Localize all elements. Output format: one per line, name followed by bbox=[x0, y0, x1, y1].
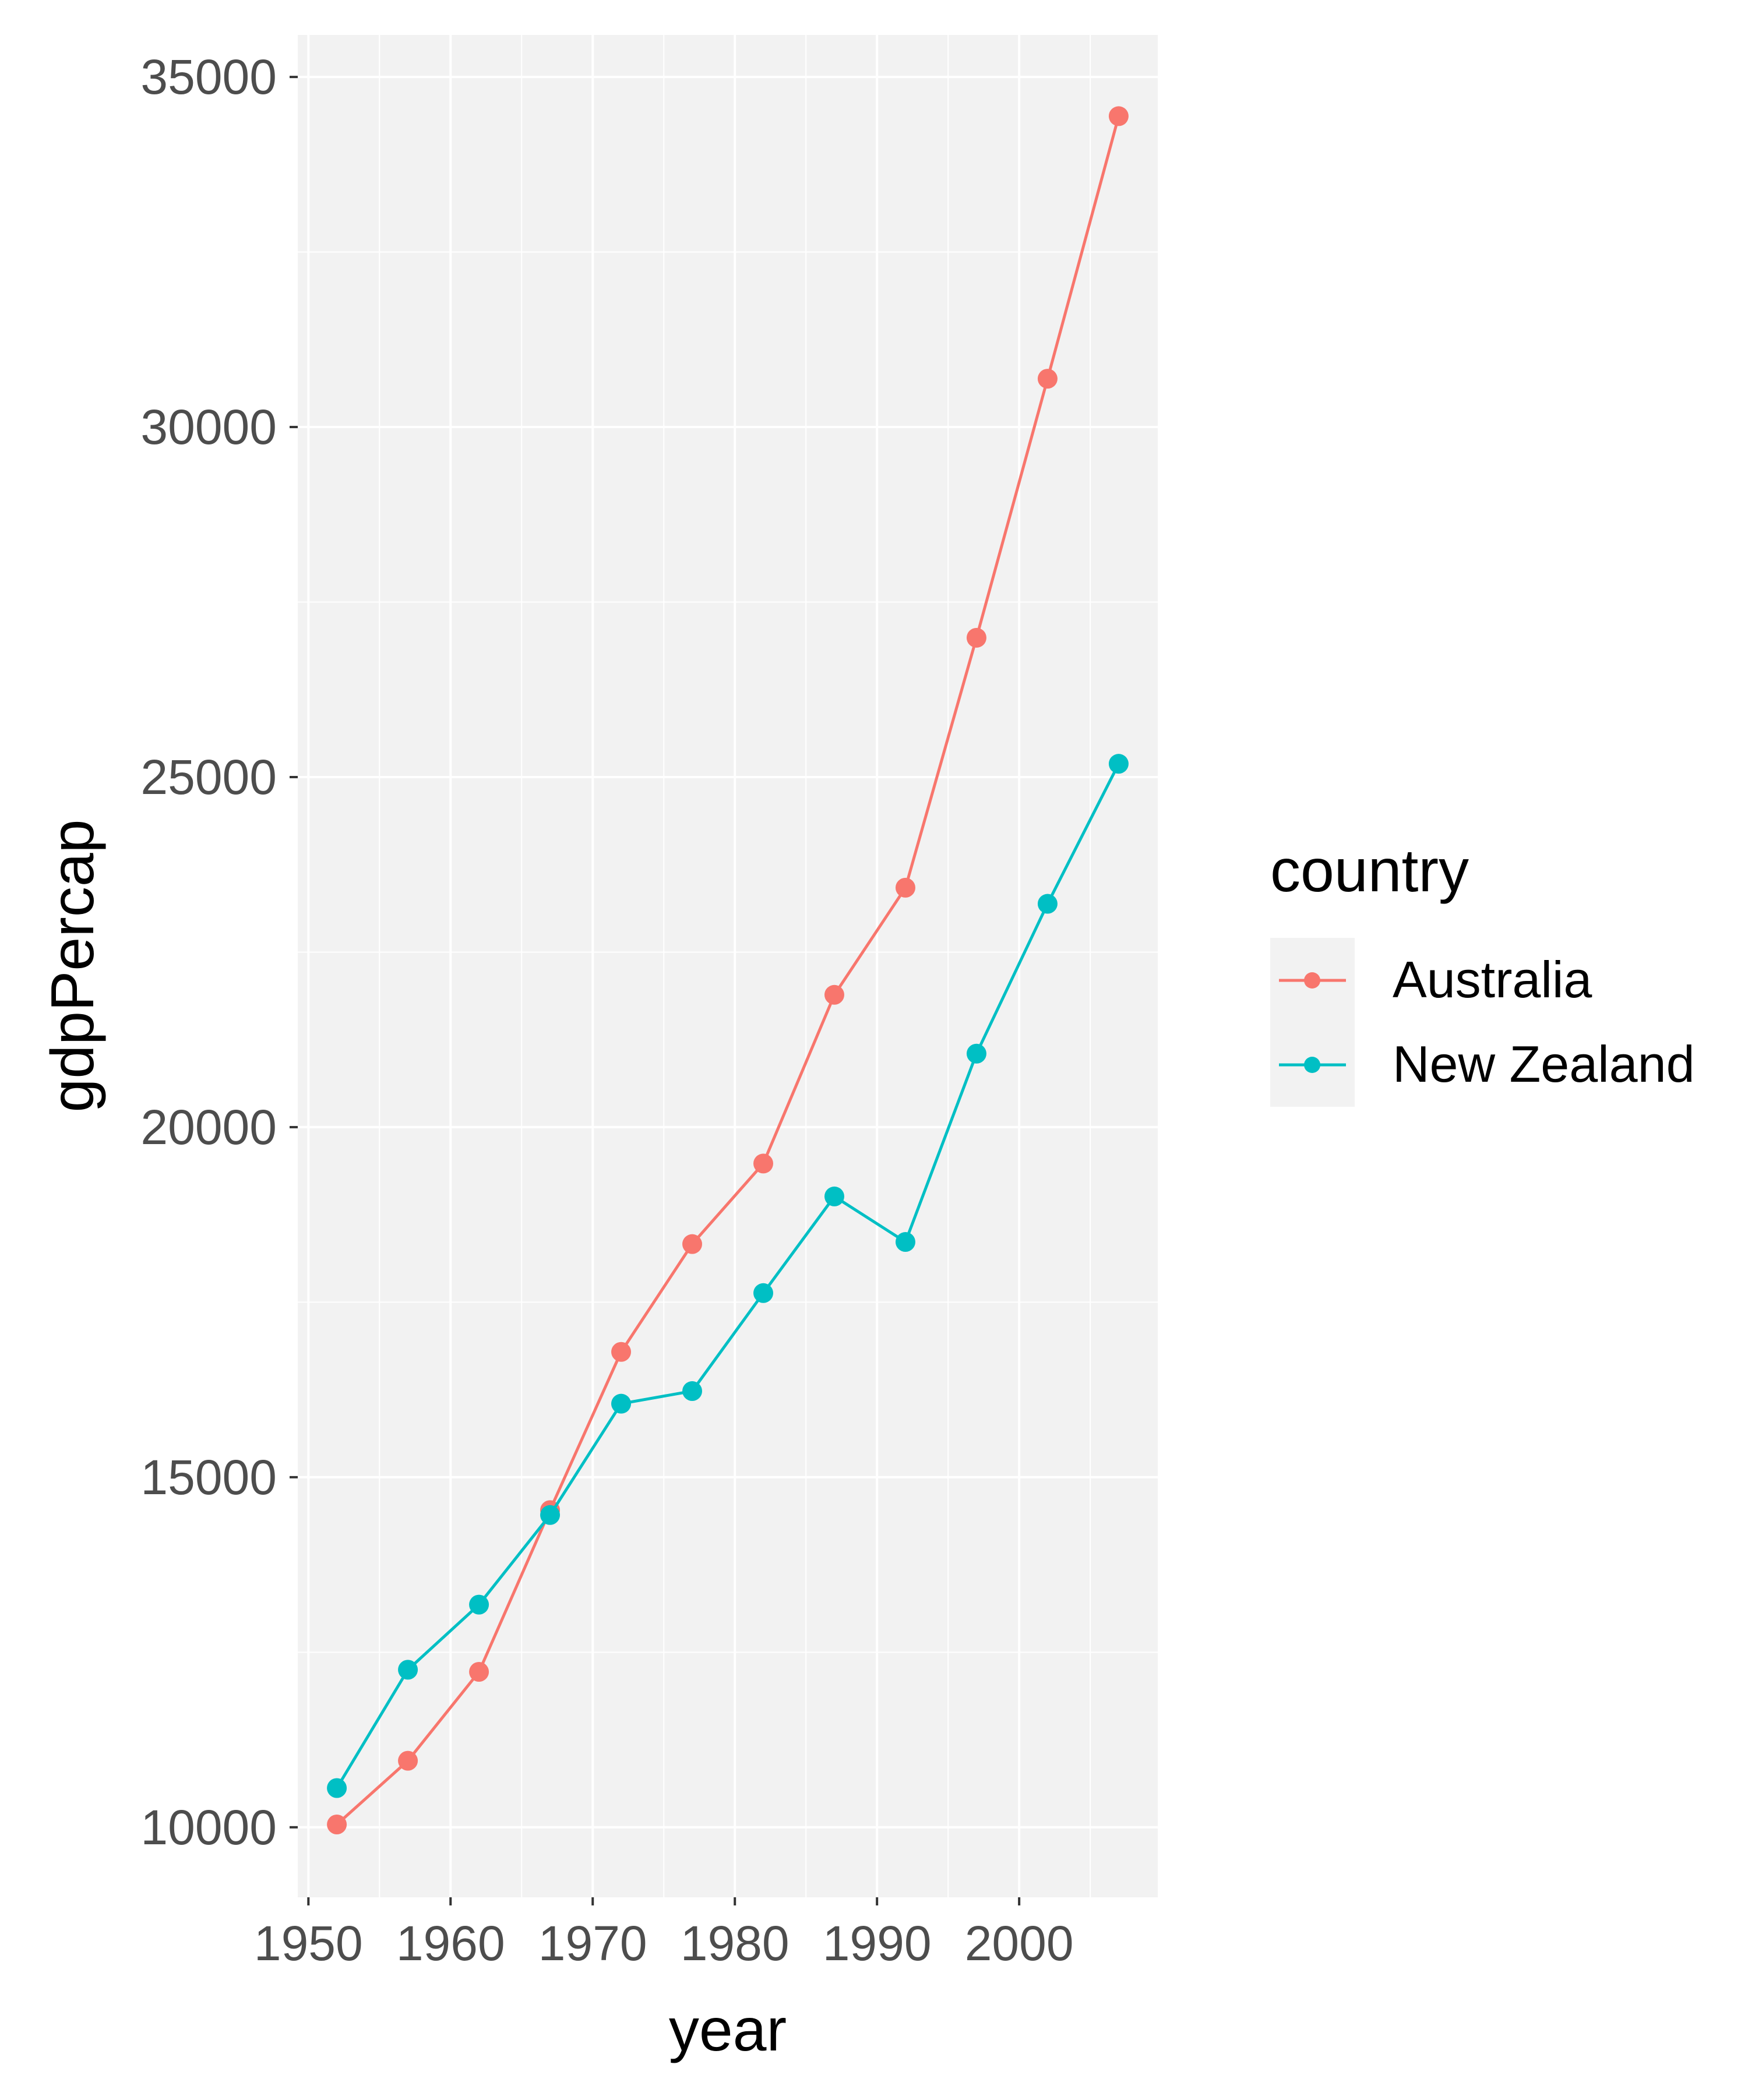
data-point-new-zealand bbox=[753, 1283, 773, 1303]
x-axis: 1950 1960 1970 1980 1990 2000 bbox=[254, 1897, 1074, 1971]
y-tick-label: 35000 bbox=[140, 50, 277, 104]
x-tick-label: 1950 bbox=[254, 1916, 363, 1971]
legend-item-new-zealand: New Zealand bbox=[1279, 1035, 1695, 1093]
data-point-new-zealand bbox=[611, 1393, 632, 1414]
data-point-australia bbox=[398, 1750, 418, 1771]
data-point-australia bbox=[753, 1153, 773, 1174]
legend-label-australia: Australia bbox=[1393, 951, 1592, 1008]
data-point-new-zealand bbox=[966, 1043, 986, 1064]
y-axis-title: gdpPercap bbox=[39, 819, 107, 1112]
y-tick-label: 20000 bbox=[140, 1100, 277, 1155]
x-tick-label: 2000 bbox=[965, 1916, 1074, 1971]
data-point-australia bbox=[682, 1234, 703, 1254]
data-point-new-zealand bbox=[469, 1594, 489, 1615]
data-point-new-zealand bbox=[327, 1778, 347, 1798]
data-point-new-zealand bbox=[824, 1186, 844, 1206]
data-point-new-zealand bbox=[398, 1660, 418, 1680]
legend-title: country bbox=[1270, 837, 1469, 905]
x-tick-label: 1970 bbox=[538, 1916, 647, 1971]
data-point-australia bbox=[824, 984, 844, 1005]
series-line-new-zealand bbox=[335, 763, 1120, 1789]
data-point-australia bbox=[966, 627, 986, 648]
series-line-australia bbox=[336, 115, 1120, 1826]
data-point-new-zealand bbox=[1037, 894, 1058, 914]
legend-key-new-zealand-point bbox=[1304, 1057, 1320, 1073]
data-point-australia bbox=[611, 1342, 632, 1362]
legend-key-australia-point bbox=[1304, 972, 1320, 989]
x-tick-label: 1980 bbox=[681, 1916, 790, 1971]
y-tick-label: 15000 bbox=[140, 1450, 277, 1505]
y-tick-label: 25000 bbox=[140, 750, 277, 804]
data-point-new-zealand bbox=[1108, 754, 1129, 774]
data-point-new-zealand bbox=[895, 1232, 915, 1252]
data-point-australia bbox=[895, 877, 915, 898]
plot-panel bbox=[298, 35, 1158, 1897]
series-layer bbox=[327, 106, 1129, 1835]
x-tick-label: 1960 bbox=[396, 1916, 505, 1971]
legend: country Australia New Zealand bbox=[1270, 837, 1695, 1107]
y-axis: 10000 15000 20000 25000 30000 35000 bbox=[140, 50, 298, 1855]
data-point-australia bbox=[1108, 106, 1129, 126]
legend-key-background bbox=[1270, 938, 1355, 1107]
data-point-new-zealand bbox=[682, 1381, 703, 1402]
x-axis-title: year bbox=[669, 1996, 787, 2064]
data-point-australia bbox=[327, 1815, 347, 1835]
y-tick-label: 30000 bbox=[140, 400, 277, 454]
legend-label-new-zealand: New Zealand bbox=[1393, 1035, 1695, 1093]
x-tick-label: 1990 bbox=[823, 1916, 932, 1971]
y-tick-label: 10000 bbox=[140, 1800, 277, 1855]
data-point-australia bbox=[1037, 369, 1058, 389]
data-point-australia bbox=[469, 1661, 489, 1682]
data-point-new-zealand bbox=[540, 1505, 561, 1525]
legend-item-australia: Australia bbox=[1279, 951, 1592, 1008]
grid-minor-lines bbox=[298, 35, 1158, 1897]
